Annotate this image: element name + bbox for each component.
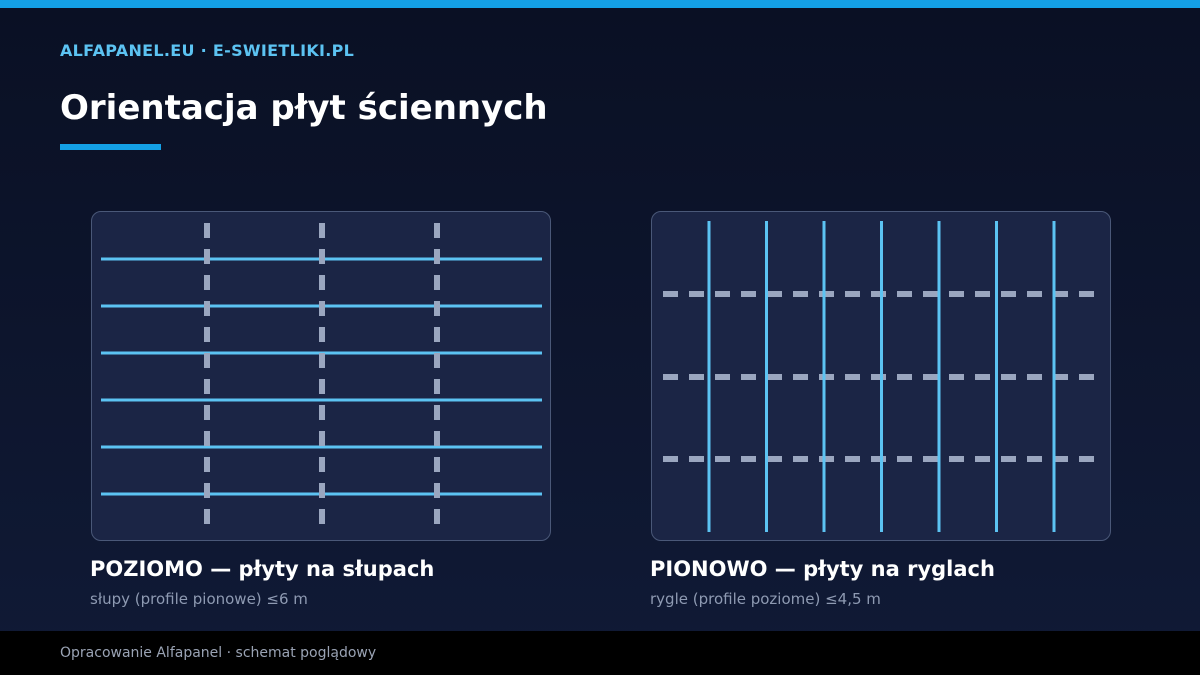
- top-accent-bar: [0, 0, 1200, 8]
- page-title: Orientacja płyt ściennych: [60, 88, 548, 128]
- caption-horizontal-subtitle: słupy (profile pionowe) ≤6 m: [90, 590, 308, 608]
- diagram-vertical-panels: [651, 211, 1111, 541]
- title-underline: [60, 144, 161, 150]
- caption-horizontal-title: POZIOMO — płyty na słupach: [90, 557, 435, 581]
- brand-label: ALFAPANEL.EU · E-SWIETLIKI.PL: [60, 41, 355, 60]
- diagram-horizontal-svg: [101, 223, 542, 524]
- footer: Opracowanie Alfapanel · schemat poglądow…: [0, 631, 1200, 675]
- diagram-horizontal-panels: [91, 211, 551, 541]
- caption-vertical-subtitle: rygle (profile poziome) ≤4,5 m: [650, 590, 881, 608]
- diagram-vertical-svg: [663, 221, 1094, 532]
- caption-vertical-title: PIONOWO — płyty na ryglach: [650, 557, 995, 581]
- footer-text: Opracowanie Alfapanel · schemat poglądow…: [60, 645, 377, 661]
